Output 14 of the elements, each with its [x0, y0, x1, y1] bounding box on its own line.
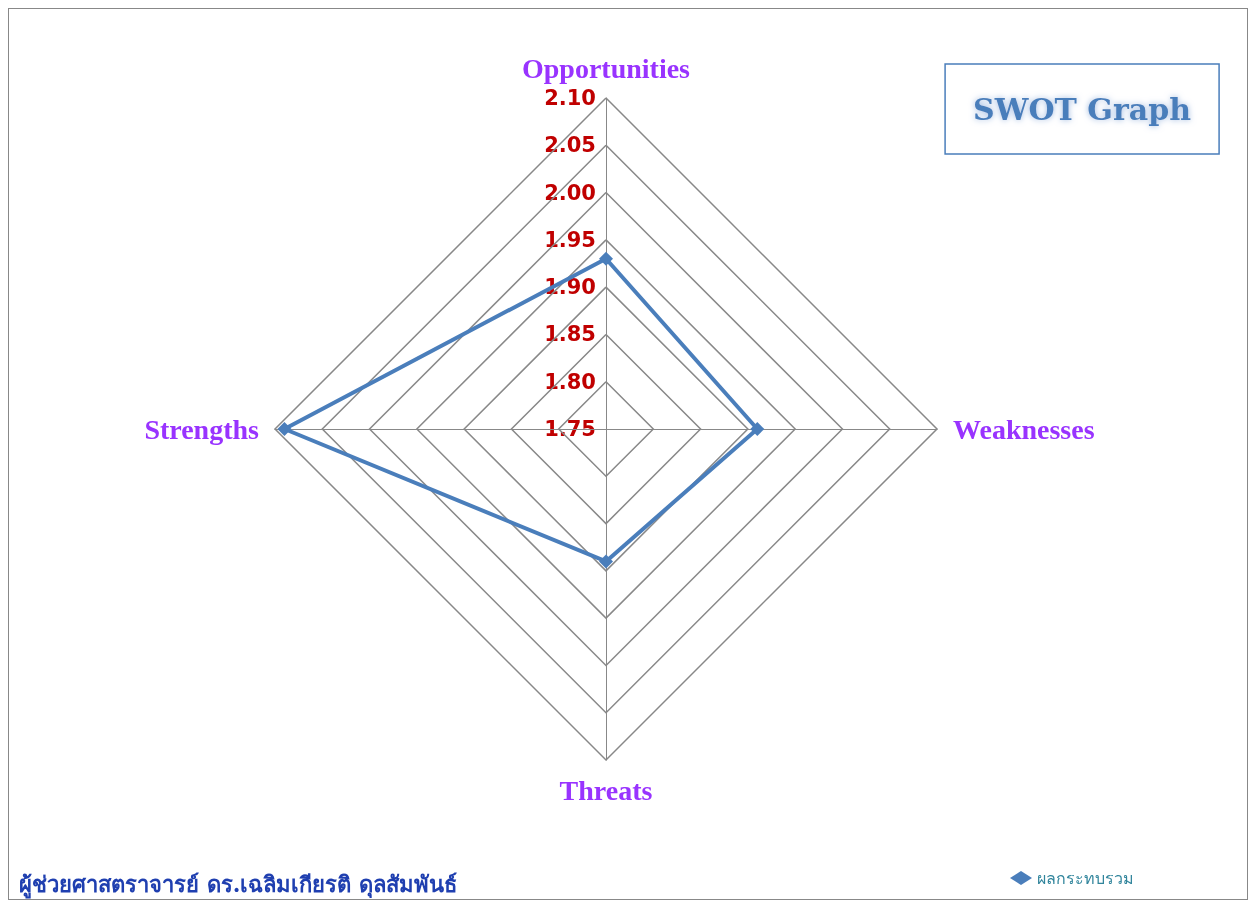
spoke-label: Opportunities	[521, 52, 691, 84]
spoke-label: Threats	[559, 774, 653, 806]
spoke-label: Strengths	[144, 413, 260, 445]
y-tick-label: 2.05	[544, 133, 596, 158]
text: SWOT Graph	[973, 91, 1192, 127]
y-tick-label: 1.75	[544, 417, 596, 441]
y-tick-label: 2.10	[544, 86, 596, 110]
spoke-label: Weaknesses	[953, 413, 1095, 445]
legend-label: ผลกระทบรวม	[1037, 868, 1134, 888]
y-tick-label: 2.00	[544, 180, 596, 205]
text: ผู้ช่วยศาสตราจารย์ ดร.เฉลิมเกียรติ ดุลสัมพันธ์	[19, 871, 457, 899]
y-tick-label: 1.95	[544, 227, 596, 252]
y-tick-label: 1.85	[544, 322, 596, 347]
y-tick-label: 1.80	[544, 369, 596, 394]
